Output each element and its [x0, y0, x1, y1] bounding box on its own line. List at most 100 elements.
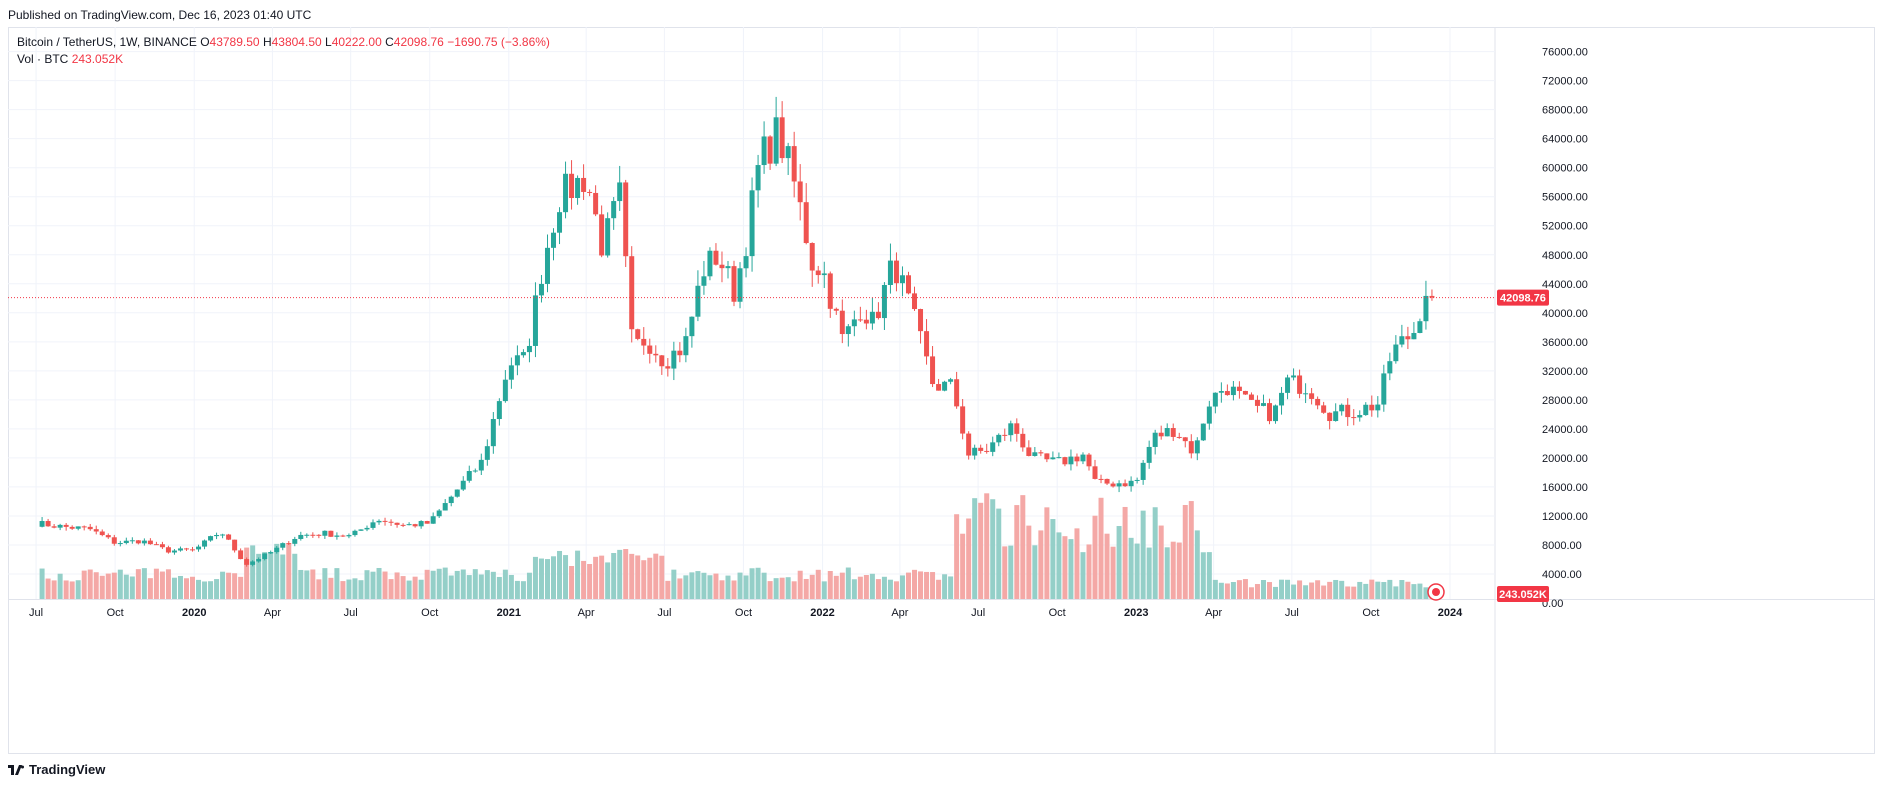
candle-body — [773, 117, 779, 164]
y-tick-label: 32000.00 — [1542, 366, 1588, 378]
candle-body — [605, 218, 611, 256]
candle-body — [250, 561, 256, 565]
volume-bar — [1224, 583, 1230, 599]
volume-bar — [677, 578, 683, 599]
y-tick-label: 36000.00 — [1542, 337, 1588, 349]
volume-bar — [1182, 504, 1188, 599]
volume-bar — [665, 580, 671, 599]
volume-bar — [797, 570, 803, 599]
candle-body — [532, 295, 538, 346]
candle-body — [57, 524, 63, 528]
candle-body — [1218, 391, 1224, 393]
y-tick-label: 16000.00 — [1542, 482, 1588, 494]
candle-body — [797, 181, 803, 203]
volume-bar — [177, 575, 183, 599]
volume-bar — [587, 564, 593, 599]
candle-body — [514, 355, 520, 366]
x-tick-label: Oct — [107, 607, 124, 619]
candle-body — [833, 308, 839, 311]
volume-bar — [972, 498, 978, 599]
x-tick-label: Jul — [29, 607, 43, 619]
candle-body — [563, 173, 569, 213]
volume-bar — [256, 553, 262, 599]
candle-body — [141, 540, 147, 544]
candle-body — [1176, 436, 1182, 438]
candle-body — [737, 268, 743, 302]
volume-bar — [918, 571, 924, 599]
candle-body — [274, 547, 280, 553]
volume-bar — [1212, 579, 1218, 599]
candle-body — [1068, 456, 1074, 465]
candle-body — [629, 256, 635, 330]
candle-body — [190, 549, 196, 551]
volume-bar — [978, 502, 984, 599]
candle-body — [400, 524, 406, 526]
volume-bar — [1357, 581, 1363, 599]
candle-body — [881, 284, 887, 319]
legend-h-label: H — [262, 35, 272, 49]
x-tick-label: 2020 — [182, 607, 206, 619]
candle-body — [472, 470, 478, 472]
volume-bar — [623, 548, 629, 599]
volume-bar — [1381, 582, 1387, 599]
volume-bar — [346, 579, 352, 599]
volume-bar — [719, 580, 725, 599]
volume-bar — [424, 569, 430, 599]
volume-bar — [99, 575, 105, 599]
volume-bar — [1236, 580, 1242, 599]
candle-body — [1242, 390, 1248, 395]
chart-legend: Bitcoin / TetherUS, 1W, BINANCE O43789.5… — [17, 34, 550, 68]
candle-body — [599, 214, 605, 256]
candle-body — [695, 285, 701, 317]
chart-svg[interactable]: 76000.00 72000.00 68000.00 64000.00 60000.00… — [8, 27, 1875, 754]
volume-bar — [1279, 579, 1285, 599]
candle-body — [875, 311, 881, 319]
candle-body — [1236, 386, 1242, 391]
volume-bar — [93, 572, 99, 599]
candle-body — [809, 243, 815, 271]
candle-body — [1411, 332, 1417, 340]
candle-body — [1248, 394, 1254, 400]
candle-body — [1254, 399, 1260, 406]
candle-body — [1224, 391, 1230, 396]
candle-body — [1375, 404, 1381, 411]
candle-body — [1032, 452, 1038, 456]
volume-bar — [508, 574, 514, 599]
tradingview-brand[interactable]: TradingView — [8, 762, 105, 777]
volume-bar — [1248, 587, 1254, 599]
volume-bar — [1273, 586, 1279, 599]
volume-bar — [857, 576, 863, 599]
candle-body — [1387, 361, 1393, 374]
candle-body — [930, 356, 936, 385]
candle-body — [1164, 428, 1170, 437]
volume-bar — [791, 581, 797, 599]
candle-body — [1206, 406, 1212, 424]
x-tick-label: Jul — [344, 607, 358, 619]
candle-body — [544, 247, 550, 284]
volume-bar — [629, 553, 635, 599]
candle-body — [196, 546, 202, 550]
candle-body — [292, 538, 298, 544]
candle-body — [1116, 483, 1122, 487]
legend-l-label: L — [325, 35, 332, 49]
volume-bar — [845, 567, 851, 599]
candle-body — [791, 146, 797, 182]
volume-bar — [280, 554, 286, 599]
candle-body — [1393, 344, 1399, 362]
candle-body — [328, 530, 334, 537]
volume-bar — [274, 543, 280, 599]
volume-bar — [966, 518, 972, 599]
volume-bar — [478, 574, 484, 599]
candle-body — [960, 406, 966, 434]
volume-bar — [1026, 525, 1032, 599]
volume-bar — [1170, 541, 1176, 599]
y-tick-label: 20000.00 — [1542, 453, 1588, 465]
volume-bar — [827, 571, 833, 599]
volume-bar — [117, 569, 123, 599]
candle-body — [1429, 295, 1435, 298]
price-chart[interactable]: 76000.00 72000.00 68000.00 64000.00 60000.00… — [8, 27, 1875, 754]
candle-body — [1098, 478, 1104, 480]
candle-body — [202, 540, 208, 547]
volume-bar — [761, 572, 767, 599]
candle-body — [857, 319, 863, 321]
